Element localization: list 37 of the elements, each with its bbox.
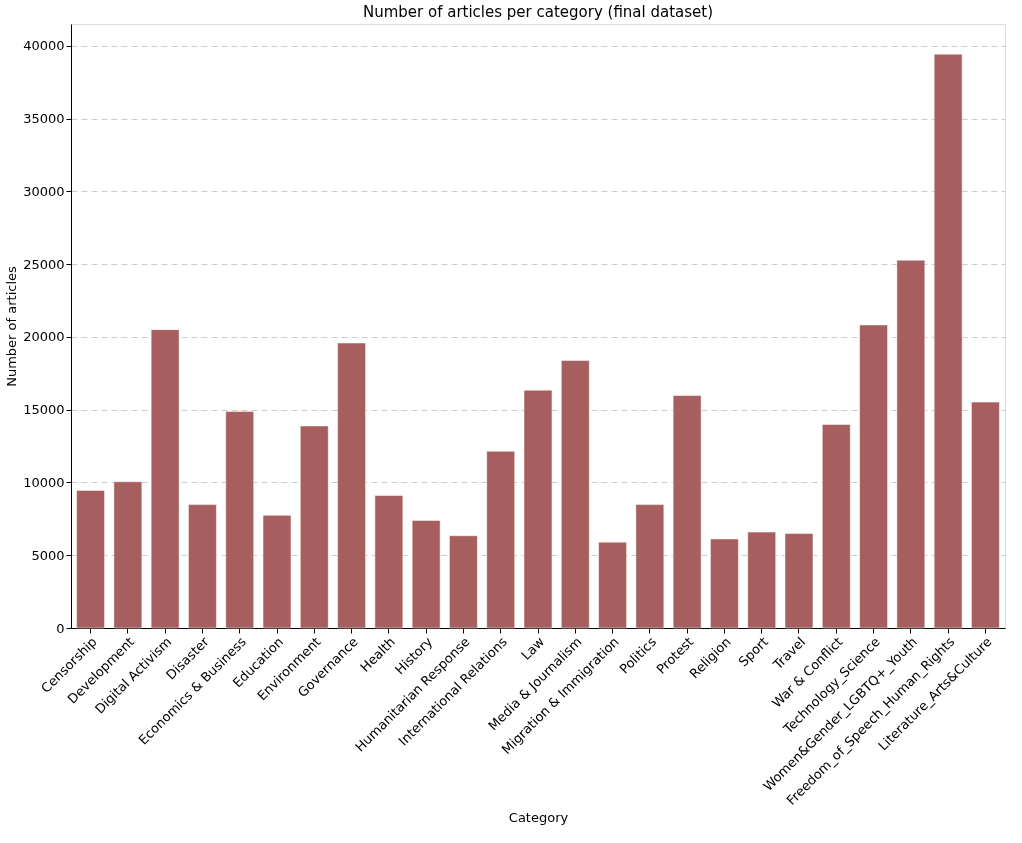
bar — [896, 259, 926, 629]
y-tick-label: 15000 — [23, 402, 65, 418]
bar — [523, 389, 553, 629]
bar — [635, 504, 665, 629]
bar — [561, 360, 590, 629]
bar — [150, 329, 180, 629]
bar — [747, 531, 776, 629]
bar — [411, 520, 441, 629]
bar — [971, 401, 1000, 629]
y-axis-title: Number of articles — [4, 265, 20, 387]
x-axis-title: Category — [508, 809, 569, 825]
chart-title: Number of articles per category (final dataset) — [362, 3, 714, 21]
bar — [784, 533, 814, 629]
y-tick-label: 20000 — [23, 329, 65, 345]
bar — [859, 324, 888, 629]
bar — [933, 53, 963, 629]
y-tick-label: 10000 — [23, 474, 65, 490]
bar — [262, 515, 292, 629]
bar — [672, 395, 702, 629]
bar — [374, 495, 404, 629]
y-tick-label: 30000 — [23, 183, 65, 199]
y-tick-label: 0 — [56, 620, 65, 636]
bar — [337, 342, 366, 629]
y-tick-label: 35000 — [23, 111, 65, 127]
bar — [710, 538, 739, 629]
y-tick-label: 25000 — [23, 256, 65, 272]
bar — [300, 425, 329, 629]
bar — [598, 541, 627, 629]
y-tick-label: 5000 — [31, 547, 65, 563]
bar — [486, 451, 515, 629]
bar — [449, 535, 478, 629]
bar — [113, 481, 143, 629]
y-tick-label: 40000 — [23, 38, 65, 54]
bar — [822, 424, 851, 629]
bar — [225, 411, 254, 629]
bar — [76, 490, 105, 629]
bar — [188, 504, 217, 629]
